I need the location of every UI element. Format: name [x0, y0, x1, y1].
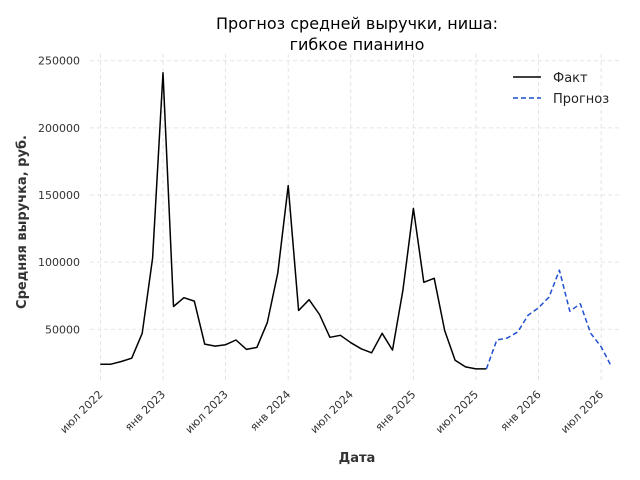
y-tick-label: 50000	[45, 323, 80, 336]
x-tick-label: июл 2025	[433, 388, 481, 436]
x-tick-label: июл 2023	[183, 388, 231, 436]
x-axis-ticks: июл 2022 янв 2023 июл 2023 янв 2024 июл 2024…	[58, 388, 607, 436]
series-line-fact	[100, 72, 487, 370]
x-tick-label: июл 2026	[558, 388, 606, 436]
x-tick-label: янв 2024	[247, 388, 293, 434]
x-axis-title: Дата	[339, 451, 376, 466]
legend: Факт Прогноз	[513, 71, 609, 107]
y-tick-label: 150000	[38, 189, 80, 202]
legend-label-fact: Факт	[553, 71, 588, 86]
chart-title-line-1: Прогноз средней выручки, ниша:	[216, 14, 498, 33]
x-tick-label: июл 2024	[308, 388, 356, 436]
x-tick-label: янв 2025	[373, 388, 419, 434]
grid	[90, 54, 622, 383]
series-line-forecast	[485, 269, 613, 370]
y-axis-ticks: 50000 100000 150000 200000 250000	[38, 55, 80, 337]
y-tick-label: 250000	[38, 55, 80, 68]
x-tick-label: июл 2022	[58, 388, 106, 436]
chart-title-line-2: гибкое пианино	[290, 35, 425, 54]
legend-label-forecast: Прогноз	[553, 92, 609, 107]
y-axis-title: Средняя выручка, руб.	[15, 135, 30, 309]
x-tick-label: янв 2023	[122, 388, 168, 434]
y-tick-label: 100000	[38, 256, 80, 269]
y-tick-label: 200000	[38, 122, 80, 135]
x-tick-label: янв 2026	[498, 388, 544, 434]
series-group	[100, 72, 613, 370]
